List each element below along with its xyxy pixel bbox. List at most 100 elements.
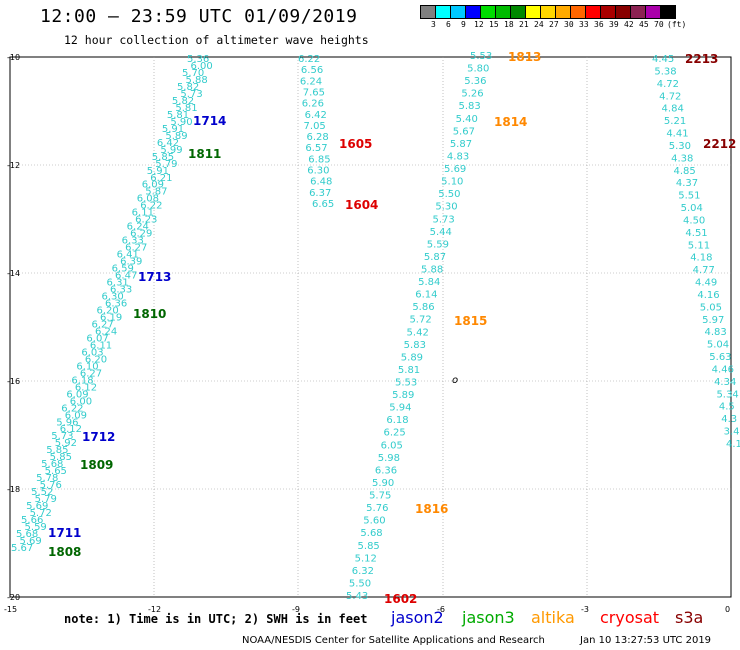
scale-label: 45 xyxy=(639,20,649,29)
swh-value: 5.11 xyxy=(688,240,710,251)
swh-value: 3.4 xyxy=(724,427,740,438)
swh-value: 4.83 xyxy=(705,327,727,338)
swh-value: 5.81 xyxy=(175,103,197,114)
lat-label: -12 xyxy=(7,161,20,170)
swh-value: 5.89 xyxy=(392,390,414,401)
swh-value: 5.26 xyxy=(461,89,483,100)
swh-value: 6.23 xyxy=(135,215,157,226)
scale-label: 12 xyxy=(474,20,484,29)
swh-value: 5.04 xyxy=(681,203,703,214)
swh-value: 6.59 xyxy=(112,264,134,275)
swh-value: 5.12 xyxy=(355,553,377,564)
swh-value: 5.73 xyxy=(433,214,455,225)
scale-label: 21 xyxy=(519,20,529,29)
swh-value: 5.76 xyxy=(366,503,388,514)
label-1712: 1712 xyxy=(82,430,115,444)
swh-value: 7.05 xyxy=(304,121,326,132)
swh-value: 6.85 xyxy=(308,154,330,165)
lat-label: -10 xyxy=(7,53,20,62)
swh-value: 5.04 xyxy=(707,340,729,351)
swh-value: 6.27 xyxy=(125,243,147,254)
swh-value: 5.53 xyxy=(395,378,417,389)
swh-value: 6.00 xyxy=(190,61,212,72)
swh-value: 5.79 xyxy=(155,159,177,170)
swh-value: 5.40 xyxy=(456,114,478,125)
swh-value: 5.97 xyxy=(702,315,724,326)
swh-value: 5.83 xyxy=(458,101,480,112)
swh-value: 5.66 xyxy=(21,515,43,526)
scale-label: 15 xyxy=(489,20,499,29)
swh-value: 5.36 xyxy=(187,54,209,65)
swh-value: 6.31 xyxy=(107,278,129,289)
swh-value: 5.36 xyxy=(464,76,486,87)
label-1815: 1815 xyxy=(454,314,487,328)
swh-value: 6.11 xyxy=(90,340,112,351)
lon-label: 0 xyxy=(725,605,730,614)
swh-value: 5.84 xyxy=(418,277,440,288)
swh-value: 5.73 xyxy=(180,89,202,100)
swh-value: 4.46 xyxy=(712,364,734,375)
swh-value: 6.00 xyxy=(70,396,92,407)
scale-label: 6 xyxy=(446,20,451,29)
swh-value: 4.38 xyxy=(671,153,693,164)
footer-credit: NOAA/NESDIS Center for Satellite Applica… xyxy=(242,635,545,646)
swh-value: 6.26 xyxy=(302,99,324,110)
legend-s3a: s3a xyxy=(675,608,704,627)
swh-value: 6.21 xyxy=(150,173,172,184)
swh-value: 7.65 xyxy=(303,87,325,98)
swh-value: 6.22 xyxy=(140,201,162,212)
swh-value: 6.57 xyxy=(305,143,327,154)
swh-value: 4.3 xyxy=(721,414,737,425)
lon-label: -3 xyxy=(581,605,589,614)
swh-value: 6.22 xyxy=(61,403,83,414)
swh-value: 5.59 xyxy=(25,522,47,533)
swh-value: 5.82 xyxy=(177,82,199,93)
swh-value: 5.76 xyxy=(40,480,62,491)
swh-value: 5.50 xyxy=(349,578,371,589)
swh-value: 4.16 xyxy=(697,290,719,301)
page-title: 12:00 — 23:59 UTC 01/09/2019 xyxy=(40,6,358,27)
lon-label: -9 xyxy=(292,605,300,614)
swh-value: 5.85 xyxy=(50,452,72,463)
swh-value: 5.69 xyxy=(26,501,48,512)
swh-value: 6.10 xyxy=(76,361,98,372)
swh-value: 4.83 xyxy=(447,151,469,162)
label-1816: 1816 xyxy=(415,502,448,516)
scale-label: 42 xyxy=(624,20,634,29)
swh-value: 4.18 xyxy=(690,253,712,264)
swh-value: 6.27 xyxy=(80,368,102,379)
swh-value: 4.72 xyxy=(657,79,679,90)
swh-value: 5.51 xyxy=(678,191,700,202)
swh-value: 5.52 xyxy=(31,487,53,498)
swh-value: 6.22 xyxy=(298,54,320,65)
label-2212: 2212 xyxy=(703,137,736,151)
swh-value: 5.44 xyxy=(430,227,452,238)
scale-label: 39 xyxy=(609,20,619,29)
swh-value: 5.21 xyxy=(664,116,686,127)
swh-value: 6.12 xyxy=(75,382,97,393)
swh-value: 5.87 xyxy=(145,187,167,198)
label-1711: 1711 xyxy=(48,526,81,540)
swh-value: 6.30 xyxy=(307,166,329,177)
swh-value: 5.92 xyxy=(55,438,77,449)
swh-value: 6.28 xyxy=(306,132,328,143)
scale-label: 33 xyxy=(579,20,589,29)
swh-value: 5.87 xyxy=(424,252,446,263)
swh-value: 5.85 xyxy=(152,152,174,163)
swh-value: 6.29 xyxy=(130,229,152,240)
swh-value: 6.11 xyxy=(132,208,154,219)
swh-value: 6.09 xyxy=(142,180,164,191)
label-1811: 1811 xyxy=(188,147,221,161)
swh-value: 5.63 xyxy=(709,352,731,363)
swh-value: 5.05 xyxy=(700,302,722,313)
swh-value: 4.51 xyxy=(685,228,707,239)
island-marker: o xyxy=(452,375,458,386)
swh-value: 4.72 xyxy=(659,91,681,102)
label-1808: 1808 xyxy=(48,545,81,559)
swh-value: 6.47 xyxy=(115,271,137,282)
label-1602: 1602 xyxy=(384,592,417,606)
swh-value: 5.68 xyxy=(16,529,38,540)
swh-value: 5.91 xyxy=(147,166,169,177)
swh-value: 4.1 xyxy=(726,439,740,450)
swh-value: 5.90 xyxy=(372,478,394,489)
